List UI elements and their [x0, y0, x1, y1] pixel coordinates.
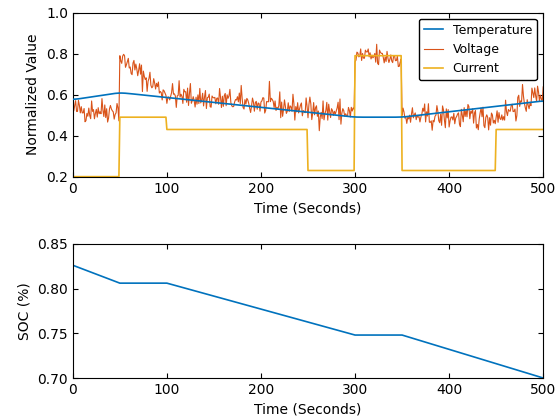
Voltage	[374, 42, 380, 47]
Voltage	[316, 128, 323, 133]
Legend: Temperature, Voltage, Current: Temperature, Voltage, Current	[419, 19, 537, 80]
Voltage	[374, 61, 381, 66]
Line: Voltage: Voltage	[73, 44, 543, 131]
Voltage	[69, 105, 76, 110]
Line: Current: Current	[73, 56, 543, 177]
Temperature	[207, 100, 213, 105]
Voltage	[461, 105, 468, 110]
Y-axis label: SOC (%): SOC (%)	[17, 282, 31, 340]
Voltage	[241, 107, 248, 112]
Voltage	[186, 91, 193, 96]
Voltage	[206, 92, 213, 97]
Temperature	[461, 108, 468, 113]
Current	[69, 174, 76, 179]
Current	[540, 127, 547, 132]
Line: Temperature: Temperature	[73, 93, 543, 117]
Temperature	[380, 115, 386, 120]
X-axis label: Time (Seconds): Time (Seconds)	[254, 201, 362, 215]
Voltage	[540, 84, 547, 89]
Current	[186, 127, 193, 132]
Temperature	[69, 97, 76, 102]
Y-axis label: Normalized Value: Normalized Value	[26, 34, 40, 155]
Temperature	[371, 115, 377, 120]
Temperature	[187, 97, 194, 102]
Temperature	[118, 91, 124, 96]
Temperature	[540, 99, 547, 104]
Current	[206, 127, 213, 132]
Current	[460, 168, 466, 173]
Temperature	[374, 115, 381, 120]
Current	[352, 53, 358, 58]
Current	[379, 53, 386, 58]
Temperature	[241, 103, 248, 108]
Voltage	[380, 55, 386, 60]
Current	[241, 127, 248, 132]
Current	[374, 53, 380, 58]
X-axis label: Time (Seconds): Time (Seconds)	[254, 402, 362, 416]
